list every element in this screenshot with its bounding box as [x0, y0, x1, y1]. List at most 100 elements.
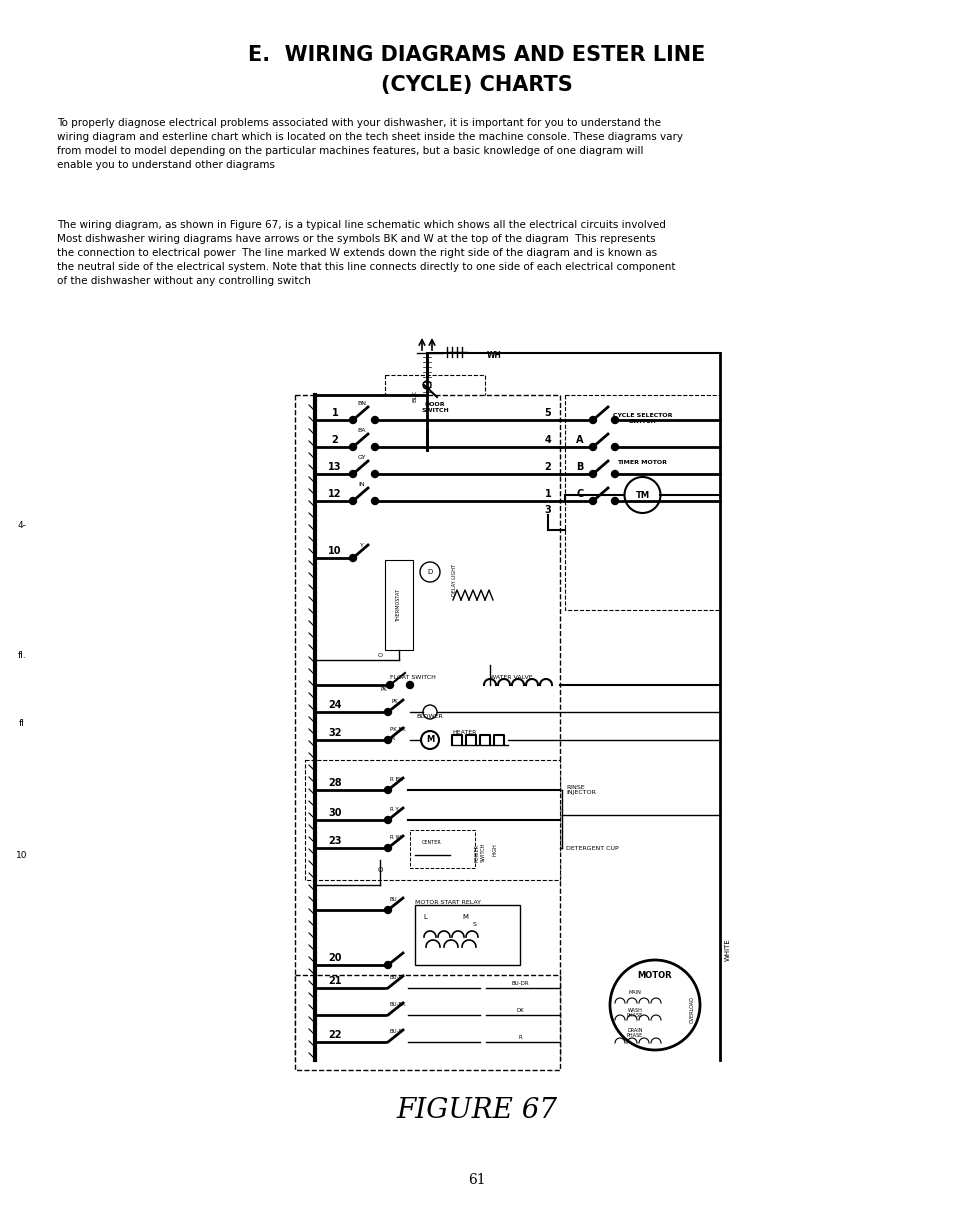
- Text: POWER
SWITCH: POWER SWITCH: [474, 843, 485, 863]
- Text: MOTOR START RELAY: MOTOR START RELAY: [415, 900, 480, 905]
- Text: WATER VALVE: WATER VALVE: [490, 676, 532, 680]
- Circle shape: [406, 682, 413, 689]
- Circle shape: [611, 497, 618, 504]
- Text: 4: 4: [544, 435, 551, 445]
- Text: 10: 10: [328, 546, 341, 556]
- Circle shape: [384, 961, 391, 968]
- Circle shape: [384, 816, 391, 824]
- Circle shape: [384, 984, 391, 991]
- Text: 32: 32: [328, 728, 341, 738]
- Text: D: D: [427, 569, 432, 575]
- Text: A: A: [576, 435, 583, 445]
- Circle shape: [479, 1012, 485, 1018]
- Text: 23: 23: [328, 836, 341, 846]
- Text: BU: BU: [390, 897, 397, 902]
- Text: MAIN: MAIN: [628, 990, 640, 995]
- Text: OVERLOAD: OVERLOAD: [689, 996, 695, 1023]
- Circle shape: [384, 708, 391, 716]
- Text: DK: DK: [516, 1008, 523, 1013]
- Text: FIGURE 67: FIGURE 67: [396, 1096, 557, 1124]
- Text: THERMOSTAT: THERMOSTAT: [396, 588, 401, 622]
- Text: PK: PK: [380, 686, 387, 693]
- Text: HEATER: HEATER: [452, 730, 476, 735]
- Text: BLK: BLK: [412, 390, 417, 402]
- Text: CYCLE SELECTOR
SWITCH: CYCLE SELECTOR SWITCH: [612, 413, 672, 424]
- Circle shape: [384, 844, 391, 852]
- FancyBboxPatch shape: [294, 395, 559, 1059]
- Text: WHITE: WHITE: [724, 939, 730, 961]
- Text: 1: 1: [544, 488, 551, 499]
- Text: M: M: [461, 914, 468, 920]
- Circle shape: [422, 705, 436, 719]
- Circle shape: [384, 1012, 391, 1018]
- Circle shape: [384, 906, 391, 914]
- Circle shape: [349, 554, 356, 561]
- Text: B: B: [576, 462, 583, 471]
- Text: 3: 3: [544, 505, 551, 515]
- Text: TM: TM: [635, 491, 649, 499]
- Circle shape: [386, 682, 393, 689]
- Circle shape: [371, 497, 378, 504]
- Circle shape: [384, 1039, 391, 1045]
- Circle shape: [371, 470, 378, 477]
- Text: DELAY LIGHT: DELAY LIGHT: [452, 564, 456, 597]
- Text: IN: IN: [358, 482, 365, 487]
- Text: 28: 28: [328, 778, 341, 789]
- Text: R: R: [391, 735, 395, 740]
- Text: from model to model depending on the particular machines features, but a basic k: from model to model depending on the par…: [57, 146, 643, 156]
- Text: HIGH: HIGH: [492, 843, 497, 855]
- FancyBboxPatch shape: [385, 560, 413, 650]
- Text: BU-BK: BU-BK: [390, 1002, 406, 1007]
- Text: E.  WIRING DIAGRAMS AND ESTER LINE: E. WIRING DIAGRAMS AND ESTER LINE: [248, 45, 705, 64]
- Text: FLOAT SWITCH: FLOAT SWITCH: [390, 676, 436, 680]
- Circle shape: [611, 470, 618, 477]
- Text: 12: 12: [328, 488, 341, 499]
- Circle shape: [349, 470, 356, 477]
- Text: Y: Y: [359, 543, 363, 548]
- Text: R W: R W: [390, 835, 400, 840]
- Circle shape: [479, 985, 485, 991]
- Text: 10: 10: [16, 852, 28, 860]
- Text: 13: 13: [328, 462, 341, 471]
- Text: 24: 24: [328, 700, 341, 710]
- Text: 2: 2: [332, 435, 338, 445]
- FancyBboxPatch shape: [305, 761, 559, 880]
- Circle shape: [371, 417, 378, 424]
- Circle shape: [624, 477, 659, 513]
- Circle shape: [589, 443, 596, 451]
- Text: 20: 20: [328, 953, 341, 963]
- Text: To properly diagnose electrical problems associated with your dishwasher, it is : To properly diagnose electrical problems…: [57, 118, 660, 128]
- Circle shape: [384, 736, 391, 744]
- Text: PK: PK: [392, 699, 398, 703]
- Text: the connection to electrical power  The line marked W extends down the right sid: the connection to electrical power The l…: [57, 248, 657, 258]
- Text: DETERGENT CUP: DETERGENT CUP: [565, 846, 618, 850]
- Circle shape: [384, 786, 391, 793]
- FancyBboxPatch shape: [415, 905, 519, 965]
- Text: (CYCLE) CHARTS: (CYCLE) CHARTS: [381, 75, 572, 95]
- Circle shape: [349, 443, 356, 451]
- Text: WASH
PHASE: WASH PHASE: [626, 1007, 642, 1018]
- Text: WH: WH: [486, 350, 501, 360]
- Text: M: M: [425, 735, 434, 745]
- Text: DRAIN
PHASE: DRAIN PHASE: [626, 1028, 642, 1039]
- Text: 30: 30: [328, 808, 341, 818]
- Circle shape: [589, 497, 596, 504]
- Circle shape: [419, 563, 439, 582]
- Text: enable you to understand other diagrams: enable you to understand other diagrams: [57, 160, 274, 170]
- Text: 2: 2: [544, 462, 551, 471]
- Text: fl: fl: [19, 719, 25, 729]
- Circle shape: [422, 382, 431, 389]
- Circle shape: [589, 470, 596, 477]
- Text: MOTOR: MOTOR: [637, 971, 672, 979]
- Text: of the dishwasher without any controlling switch: of the dishwasher without any controllin…: [57, 276, 311, 286]
- FancyBboxPatch shape: [564, 395, 720, 610]
- Text: L: L: [422, 914, 427, 920]
- Text: GY: GY: [357, 454, 366, 460]
- Circle shape: [479, 1039, 485, 1045]
- Circle shape: [349, 497, 356, 504]
- Text: S: S: [473, 922, 476, 927]
- Circle shape: [611, 417, 618, 424]
- Text: BU-R: BU-R: [390, 1029, 403, 1034]
- Text: R: R: [517, 1035, 521, 1040]
- Circle shape: [611, 443, 618, 451]
